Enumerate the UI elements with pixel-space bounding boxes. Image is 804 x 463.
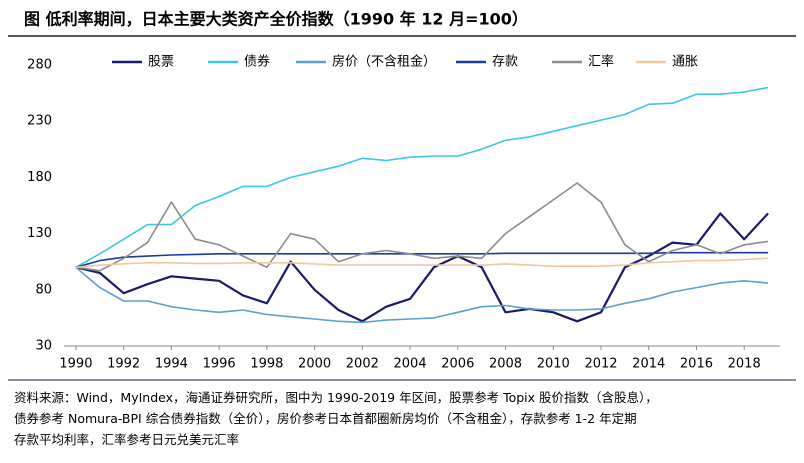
x-tick-label: 2006 [441, 357, 474, 372]
y-tick-label: 280 [27, 58, 52, 73]
x-tick-label: 2016 [680, 357, 713, 372]
legend-label: 存款 [492, 55, 518, 70]
series-line [75, 257, 769, 269]
y-tick-label: 30 [35, 339, 52, 354]
x-tick-label: 1996 [203, 357, 236, 372]
x-tick-label: 2004 [394, 357, 427, 372]
x-tick-label: 2010 [537, 357, 570, 372]
note: 债券参考 Nomura-BPI 综合债券指数（全价），房价参考日本首都圈新房均价… [14, 411, 637, 426]
x-tick-label: 1992 [107, 357, 140, 372]
x-tick-label: 2008 [489, 357, 522, 372]
x-tick-label: 2000 [298, 357, 331, 372]
x-tick-label: 2012 [584, 357, 617, 372]
legend-label: 通胀 [672, 55, 698, 70]
x-tick-label: 2002 [346, 357, 379, 372]
series-line [75, 266, 769, 324]
y-tick-label: 130 [27, 226, 52, 241]
y-tick-label: 80 [35, 282, 52, 297]
x-tick-label: 1994 [155, 357, 188, 372]
note: 资料来源：Wind，MyIndex，海通证券研究所，图中为 1990-2019 … [14, 390, 658, 405]
series-line [75, 212, 769, 323]
series-line [75, 251, 769, 269]
x-tick-label: 2014 [632, 357, 665, 372]
note: 存款平均利率，汇率参考日元兑美元汇率 [14, 432, 239, 447]
x-tick-label: 1990 [59, 357, 92, 372]
legend-label: 房价（不含租金） [332, 54, 436, 70]
x-tick-label: 1998 [250, 357, 283, 372]
y-tick-label: 230 [27, 114, 52, 129]
legend-label: 股票 [148, 55, 174, 70]
series-line [75, 182, 769, 272]
series-line [75, 86, 769, 268]
x-tick-label: 2018 [728, 357, 761, 372]
legend-label: 债券 [244, 54, 270, 70]
legend-label: 汇率 [588, 54, 614, 70]
y-tick-label: 180 [27, 170, 52, 185]
chart-title: 图 低利率期间，日本主要大类资产全价指数（1990 年 12 月=100） [24, 10, 528, 29]
